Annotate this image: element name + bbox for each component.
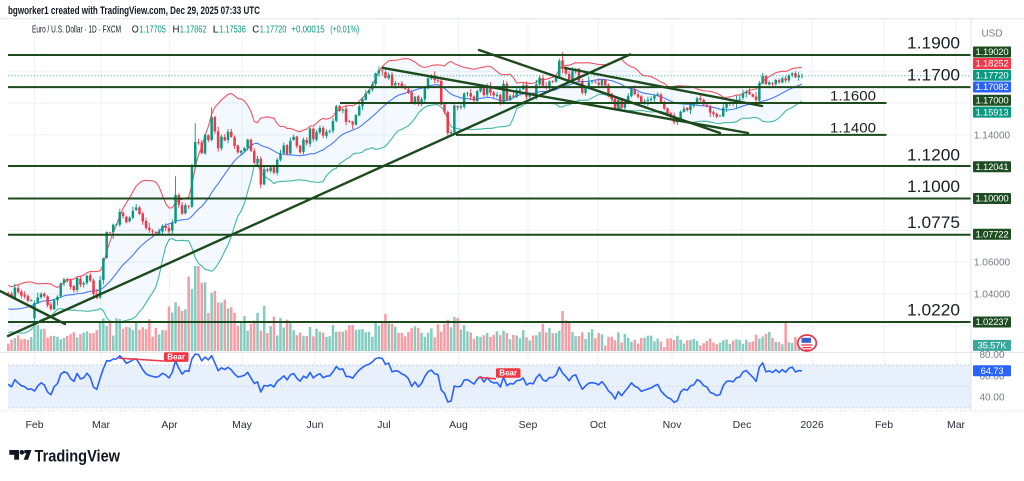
svg-text:1.1600: 1.1600	[830, 88, 876, 104]
svg-text:USD: USD	[981, 29, 1002, 40]
svg-text:+0.00015: +0.00015	[291, 25, 325, 36]
svg-text:Jul: Jul	[377, 419, 390, 431]
svg-text:1.06000: 1.06000	[974, 258, 1011, 269]
svg-text:35.57K: 35.57K	[978, 341, 1008, 352]
svg-text:1.04000: 1.04000	[974, 290, 1011, 301]
svg-text:1.17705: 1.17705	[139, 25, 166, 36]
svg-text:1.17000: 1.17000	[976, 96, 1009, 107]
svg-text:1.17536: 1.17536	[219, 25, 246, 36]
svg-text:1.15913: 1.15913	[976, 107, 1009, 118]
svg-text:1.1000: 1.1000	[907, 178, 960, 196]
svg-text:1.10000: 1.10000	[976, 194, 1009, 205]
svg-text:64.73: 64.73	[981, 366, 1004, 377]
svg-text:H: H	[173, 25, 180, 36]
svg-text:1.17720: 1.17720	[260, 25, 287, 36]
svg-text:1.02237: 1.02237	[976, 317, 1009, 328]
svg-text:1.18252: 1.18252	[976, 59, 1009, 70]
svg-text:40.00: 40.00	[979, 393, 1004, 404]
svg-text:O: O	[132, 25, 139, 36]
svg-text:TradingView: TradingView	[35, 447, 121, 466]
svg-text:1.17862: 1.17862	[180, 25, 207, 36]
svg-text:bgworker1 created with Trading: bgworker1 created with TradingView.com, …	[8, 5, 260, 17]
svg-text:Dec: Dec	[733, 419, 752, 431]
svg-text:1.19020: 1.19020	[976, 47, 1009, 58]
svg-text:Jun: Jun	[307, 419, 324, 431]
svg-text:Mar: Mar	[947, 419, 966, 431]
svg-text:60.00: 60.00	[979, 371, 1004, 382]
svg-text:Apr: Apr	[161, 419, 178, 431]
svg-text:May: May	[232, 419, 253, 431]
svg-text:2026: 2026	[800, 419, 824, 431]
svg-text:Aug: Aug	[449, 419, 468, 431]
svg-text:Mar: Mar	[92, 419, 111, 431]
svg-text:1.1700: 1.1700	[907, 67, 960, 85]
svg-text:1.17082: 1.17082	[976, 82, 1009, 93]
svg-text:Euro / U.S. Dollar · 1D · FXCM: Euro / U.S. Dollar · 1D · FXCM	[32, 25, 121, 36]
svg-text:80.00: 80.00	[979, 350, 1004, 361]
svg-text:Bear: Bear	[499, 369, 517, 378]
svg-text:1.0220: 1.0220	[907, 302, 960, 320]
svg-text:L: L	[213, 25, 220, 36]
svg-text:Feb: Feb	[875, 419, 893, 431]
svg-text:1.1200: 1.1200	[907, 146, 960, 164]
svg-text:Oct: Oct	[590, 419, 606, 431]
svg-text:Sep: Sep	[519, 419, 538, 431]
svg-text:1.1400: 1.1400	[830, 119, 876, 135]
svg-text:1.0775: 1.0775	[907, 214, 960, 232]
svg-text:1.14000: 1.14000	[974, 130, 1011, 141]
svg-text:1.1900: 1.1900	[907, 35, 960, 53]
svg-text:1.17720: 1.17720	[976, 70, 1009, 81]
svg-text:Bear: Bear	[167, 353, 185, 362]
svg-text:1.07722: 1.07722	[976, 230, 1009, 241]
svg-text:Feb: Feb	[25, 419, 43, 431]
svg-text:(+0.01%): (+0.01%)	[330, 25, 359, 36]
svg-text:Nov: Nov	[663, 419, 682, 431]
svg-text:1.12041: 1.12041	[976, 162, 1009, 173]
svg-text:C: C	[252, 25, 259, 36]
